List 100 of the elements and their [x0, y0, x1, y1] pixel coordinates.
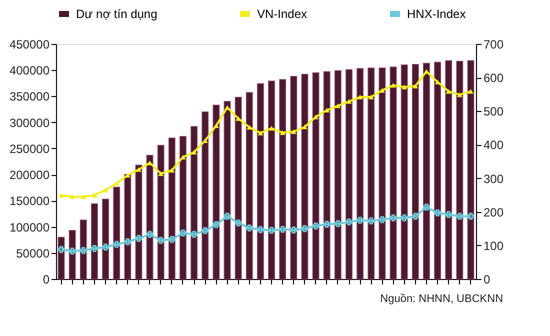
point	[456, 92, 462, 98]
bar	[279, 79, 286, 280]
bar	[135, 164, 142, 280]
point	[400, 214, 408, 222]
point	[168, 236, 176, 243]
point	[202, 227, 209, 234]
point	[279, 226, 286, 233]
bar	[246, 92, 253, 280]
point	[136, 167, 142, 172]
bar	[301, 74, 308, 280]
text: Nguồn: NHNN, UBCKNN	[380, 293, 504, 305]
bar	[390, 66, 397, 280]
bar	[268, 80, 275, 280]
bar	[445, 60, 452, 280]
point	[180, 230, 186, 236]
point	[256, 226, 264, 234]
bar	[312, 72, 320, 280]
point	[246, 224, 253, 232]
point	[378, 216, 386, 224]
y-tick-label: 200000	[9, 168, 50, 182]
bar	[368, 68, 375, 280]
y-tick-label: 250000	[9, 142, 50, 156]
point	[446, 88, 452, 94]
point	[169, 168, 175, 173]
y-tick-label: 300000	[9, 116, 50, 130]
bar	[146, 154, 154, 280]
point	[212, 221, 220, 228]
y2-tick-label: 300	[484, 172, 504, 186]
point	[280, 130, 286, 135]
point	[80, 246, 87, 254]
bar	[157, 144, 164, 280]
bar	[467, 60, 474, 280]
point	[468, 88, 474, 94]
point	[135, 234, 142, 242]
y2-tick-label: 700	[484, 38, 504, 52]
point	[445, 211, 452, 218]
bar	[212, 104, 220, 280]
point	[346, 218, 352, 226]
point	[412, 84, 418, 88]
point	[268, 126, 274, 131]
point	[158, 171, 164, 176]
point	[224, 212, 231, 220]
point	[422, 204, 430, 211]
y2-tick-label: 100	[484, 238, 504, 253]
point	[114, 180, 120, 186]
point	[113, 240, 120, 248]
point	[390, 214, 397, 222]
bar	[113, 186, 120, 280]
point	[146, 230, 154, 238]
y-tick-label: 100000	[9, 220, 50, 234]
point	[434, 209, 442, 216]
legend-label: Dư nợ tín dụng	[76, 7, 158, 21]
point	[412, 212, 419, 220]
point	[213, 123, 219, 128]
y-tick-label: 350000	[9, 90, 50, 104]
point	[357, 94, 363, 100]
point	[268, 226, 276, 234]
point	[323, 220, 330, 228]
point	[312, 222, 320, 230]
bar	[224, 101, 231, 280]
point	[290, 226, 298, 234]
bar	[102, 198, 109, 280]
point	[234, 219, 242, 226]
bar	[234, 96, 242, 280]
bar	[334, 70, 342, 280]
point	[390, 82, 396, 88]
y-tick-label: 50000	[16, 246, 50, 260]
point	[70, 194, 76, 200]
bar	[423, 62, 430, 280]
point	[157, 236, 164, 244]
point	[190, 230, 198, 238]
point	[90, 244, 98, 252]
point	[124, 238, 132, 246]
point	[258, 130, 264, 136]
bar	[91, 203, 98, 280]
y-tick-label: 0	[42, 272, 50, 286]
point	[301, 225, 308, 232]
point	[68, 248, 76, 255]
point	[58, 192, 64, 198]
point	[302, 124, 308, 130]
y2-tick-label: 600	[484, 71, 504, 86]
y-tick-label: 450000	[9, 38, 50, 52]
point	[58, 246, 65, 253]
point	[92, 192, 98, 198]
point	[80, 194, 86, 200]
y2-tick-label: 500	[484, 104, 504, 119]
point	[467, 212, 474, 220]
y2-tick-label: 200	[484, 205, 504, 220]
bar	[202, 111, 209, 280]
bar	[168, 138, 176, 280]
point	[368, 217, 375, 224]
legend-label: HNX-Index	[407, 7, 466, 21]
bar	[257, 83, 264, 280]
bar	[456, 60, 464, 280]
point	[102, 244, 110, 251]
bar	[124, 174, 132, 280]
point	[356, 216, 364, 224]
bar	[323, 71, 330, 280]
bar	[356, 68, 364, 280]
point	[456, 212, 464, 220]
